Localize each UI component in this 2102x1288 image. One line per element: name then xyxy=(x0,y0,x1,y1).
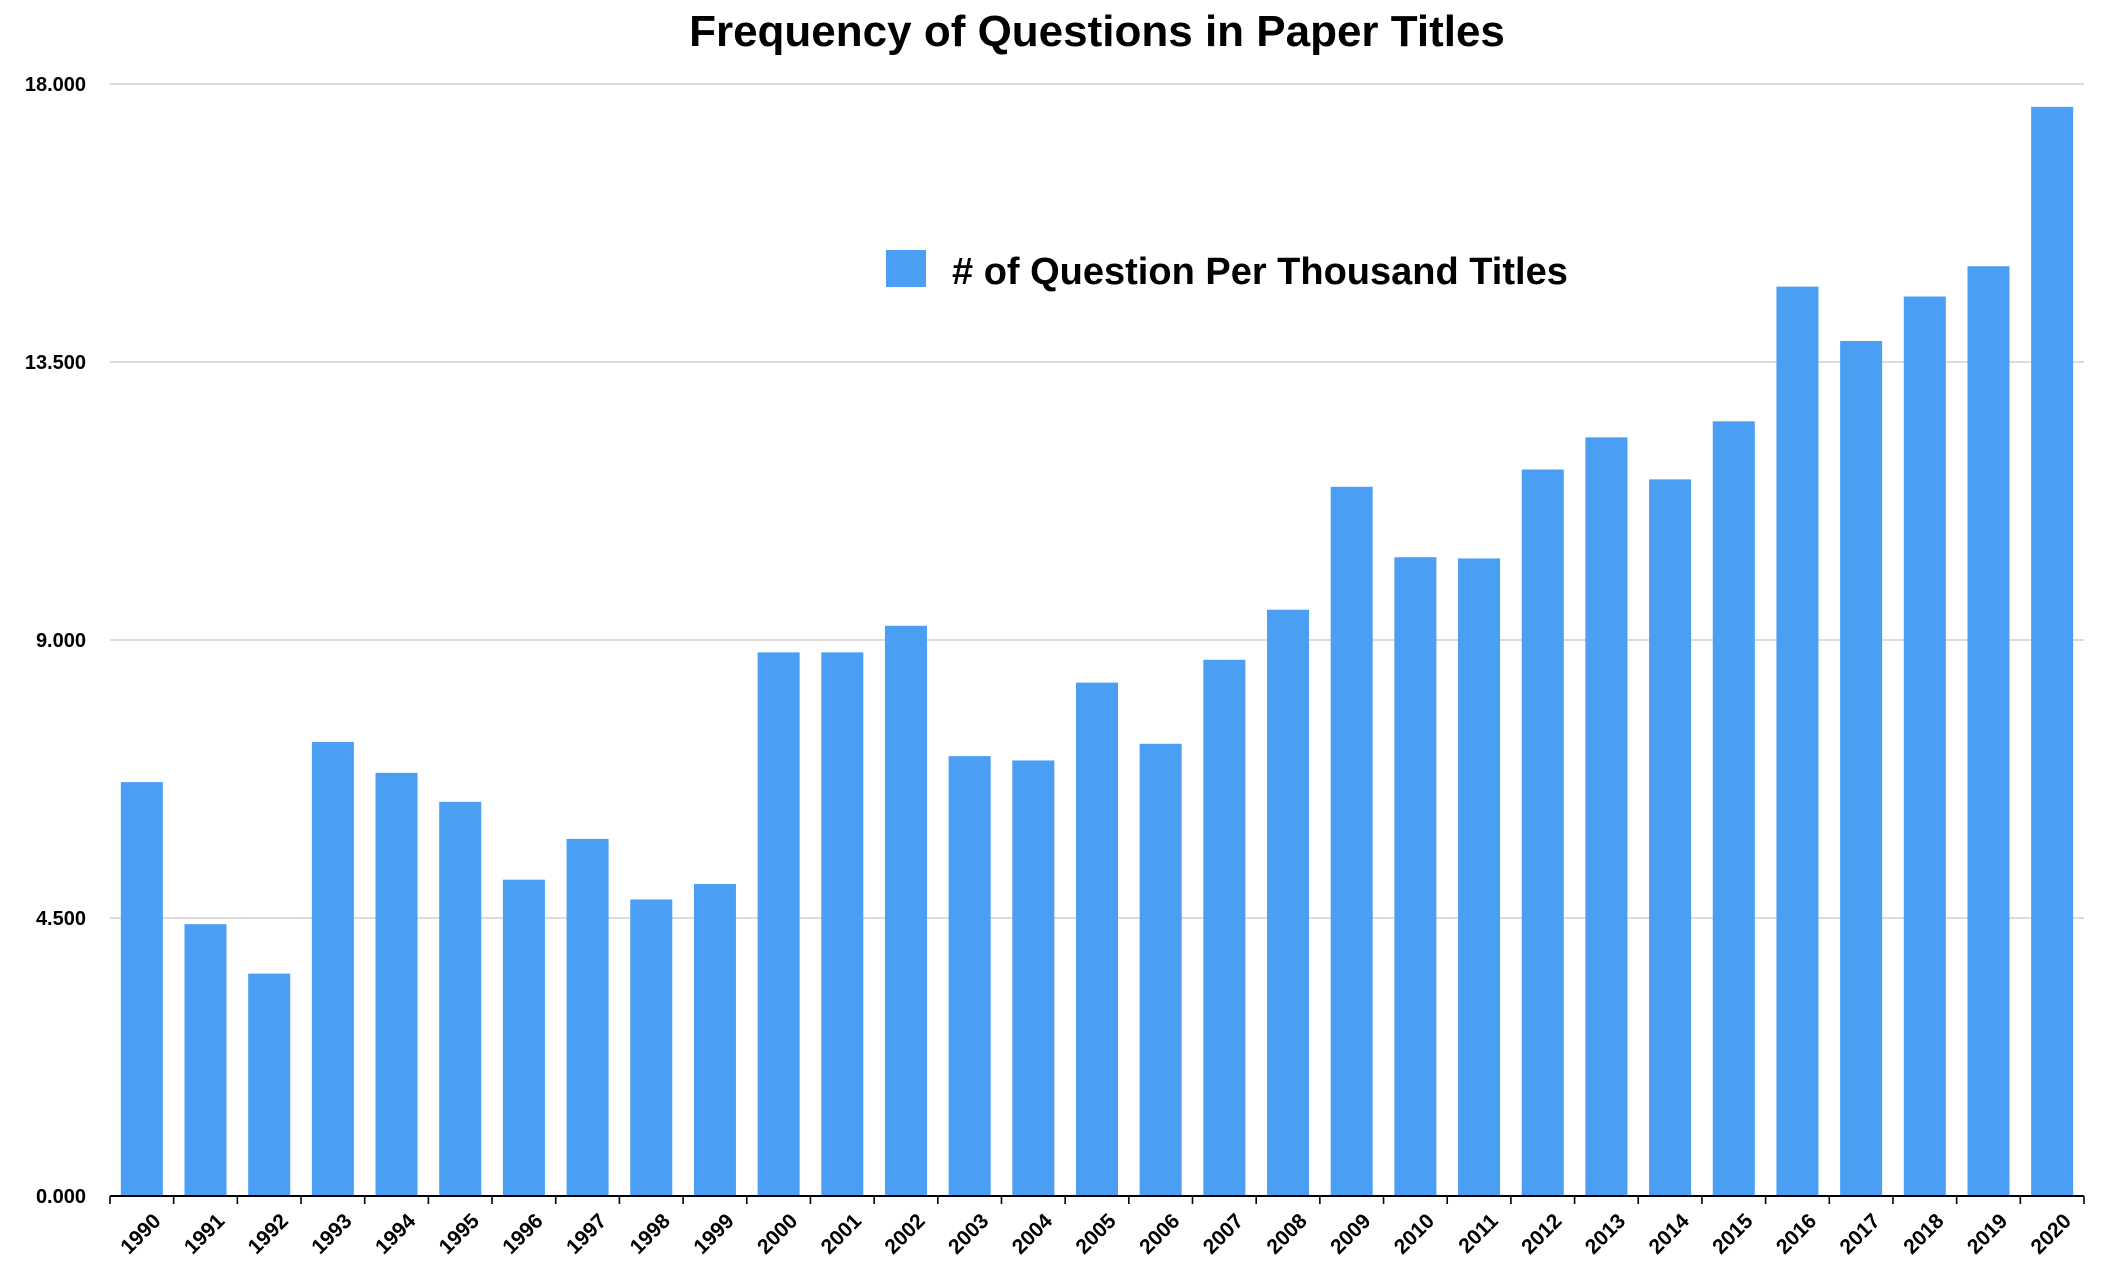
bar-1999 xyxy=(693,884,736,1196)
x-tick-label: 1997 xyxy=(562,1209,611,1258)
bar-2014 xyxy=(1649,479,1692,1196)
x-tick-label: 2013 xyxy=(1581,1209,1630,1258)
bar-2011 xyxy=(1458,558,1501,1196)
x-tick-label: 2017 xyxy=(1836,1209,1885,1258)
x-tick-label: 2003 xyxy=(944,1209,993,1258)
bar-1996 xyxy=(502,879,545,1196)
bar-2009 xyxy=(1330,486,1373,1196)
bar-2005 xyxy=(1075,682,1119,1196)
bars xyxy=(120,106,2074,1197)
bar-2013 xyxy=(1585,437,1628,1196)
x-tick-label: 2018 xyxy=(1899,1209,1949,1259)
bar-1995 xyxy=(439,801,482,1196)
legend-swatch xyxy=(886,250,926,287)
bar-2003 xyxy=(948,756,991,1196)
x-tick-label: 1993 xyxy=(307,1209,356,1258)
x-tick-label: 1998 xyxy=(626,1209,676,1259)
x-tick-labels: 1990 1991 1992 1993 1994 1995 1996 1997 1998 1999… xyxy=(116,1209,2076,1259)
x-tick-label: 2015 xyxy=(1708,1209,1758,1259)
x-tick-label: 2002 xyxy=(880,1209,929,1258)
legend: # of Question Per Thousand Titles xyxy=(886,250,1568,293)
y-tick-label: 18.000 xyxy=(25,74,86,96)
bar-2019 xyxy=(1967,266,2010,1196)
bar-1998 xyxy=(630,899,673,1196)
x-tick-label: 2000 xyxy=(753,1209,802,1258)
x-tick-label: 2007 xyxy=(1199,1209,1248,1258)
y-tick-label: 0.000 xyxy=(36,1186,86,1208)
x-tick-label: 2006 xyxy=(1135,1209,1184,1258)
chart-title: Frequency of Questions in Paper Titles xyxy=(689,7,1505,56)
bar-2015 xyxy=(1712,421,1755,1197)
x-tick-label: 2008 xyxy=(1262,1209,1312,1259)
bar-2017 xyxy=(1840,340,1883,1196)
bar-1990 xyxy=(120,782,163,1196)
x-tick-label: 1992 xyxy=(244,1209,293,1258)
legend-label: # of Question Per Thousand Titles xyxy=(952,251,1568,293)
bar-2010 xyxy=(1394,557,1437,1196)
bar-2016 xyxy=(1776,286,1819,1196)
bar-2008 xyxy=(1267,609,1310,1196)
x-tick-label: 2004 xyxy=(1008,1209,1058,1259)
x-tick-label: 2001 xyxy=(817,1209,867,1259)
bar-1993 xyxy=(311,741,354,1196)
x-tick-label: 1996 xyxy=(498,1209,547,1258)
bar-2002 xyxy=(884,625,927,1196)
bar-2018 xyxy=(1903,296,1946,1196)
bar-2001 xyxy=(821,652,864,1196)
bar-2004 xyxy=(1012,760,1055,1196)
x-tick-label: 1991 xyxy=(180,1209,230,1259)
x-tick-label: 2009 xyxy=(1326,1209,1375,1258)
bar-2012 xyxy=(1521,469,1564,1196)
x-tick-label: 2011 xyxy=(1454,1209,1503,1258)
x-tick-label: 1994 xyxy=(371,1209,421,1259)
x-tick-label: 2016 xyxy=(1772,1209,1821,1258)
x-tick-label: 1999 xyxy=(689,1209,738,1258)
y-tick-labels: 0.000 4.500 9.000 13.500 18.000 xyxy=(25,74,86,1208)
bar-2000 xyxy=(757,652,800,1196)
bar-1991 xyxy=(184,924,227,1196)
x-tick-label: 2005 xyxy=(1071,1209,1121,1259)
bar-1992 xyxy=(248,973,291,1196)
x-tick-label: 2014 xyxy=(1645,1209,1695,1259)
x-tick-label: 2012 xyxy=(1517,1209,1566,1258)
x-tick-label: 2019 xyxy=(1963,1209,2012,1258)
bar-2020 xyxy=(2031,106,2074,1196)
y-tick-label: 4.500 xyxy=(36,908,86,930)
x-tick-label: 1990 xyxy=(116,1209,165,1258)
x-tick-label: 2010 xyxy=(1390,1209,1439,1258)
bar-1997 xyxy=(566,838,609,1196)
axes xyxy=(109,1195,2085,1204)
y-tick-label: 9.000 xyxy=(36,630,86,652)
y-tick-label: 13.500 xyxy=(25,352,86,374)
x-tick-label: 2020 xyxy=(2027,1209,2076,1258)
bar-1994 xyxy=(375,772,418,1196)
bar-2007 xyxy=(1203,659,1246,1196)
bar-2006 xyxy=(1139,743,1182,1196)
x-tick-label: 1995 xyxy=(435,1209,485,1259)
